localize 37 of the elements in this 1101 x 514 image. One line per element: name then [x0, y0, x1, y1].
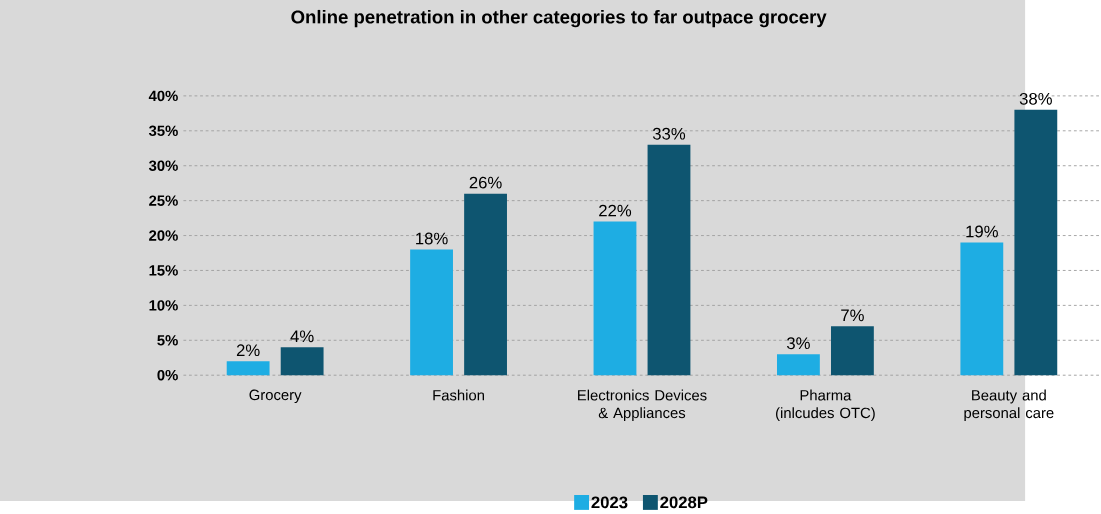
bar: [410, 249, 453, 376]
bar: [960, 242, 1004, 376]
y-tick-label: 10%: [149, 300, 178, 311]
bar: [593, 221, 637, 376]
legend-label: 2023: [591, 496, 628, 509]
legend-label: 2028P: [660, 496, 708, 509]
y-tick-label: 15%: [149, 265, 178, 276]
data-label: 4%: [290, 330, 314, 343]
x-tick-label: Electronics Devices & Appliances: [578, 389, 707, 422]
bar: [226, 361, 270, 376]
y-tick-label: 40%: [148, 90, 178, 102]
bar: [280, 347, 324, 376]
x-tick-label: Beauty and personal care: [964, 389, 1054, 422]
y-tick-label: 0%: [157, 369, 178, 381]
bar: [1014, 109, 1058, 376]
data-label: 33%: [652, 127, 686, 140]
data-label: 18%: [416, 232, 448, 245]
y-tick-label: 35%: [148, 125, 178, 137]
y-tick-label: 30%: [148, 160, 178, 171]
bar: [831, 326, 874, 376]
data-label: 2%: [236, 344, 260, 357]
data-label: 19%: [966, 225, 998, 238]
x-tick-label: Pharma (inlcudes OTC): [776, 389, 875, 422]
y-tick-label: 20%: [149, 230, 178, 241]
data-label: 22%: [599, 204, 632, 217]
data-label: 7%: [841, 309, 864, 322]
bar: [647, 144, 691, 376]
x-tick-label: Grocery: [249, 389, 302, 404]
data-label: 38%: [1019, 92, 1052, 105]
y-tick-label: 5%: [157, 335, 178, 346]
data-label: 3%: [786, 337, 810, 350]
x-tick-label: Fashion: [433, 389, 484, 401]
chart-title: Online penetration in other categories to far outpace grocery: [291, 9, 827, 28]
bar: [464, 193, 507, 376]
data-label: 26%: [469, 176, 502, 189]
y-tick-label: 25%: [149, 195, 178, 206]
bar: [776, 354, 820, 376]
